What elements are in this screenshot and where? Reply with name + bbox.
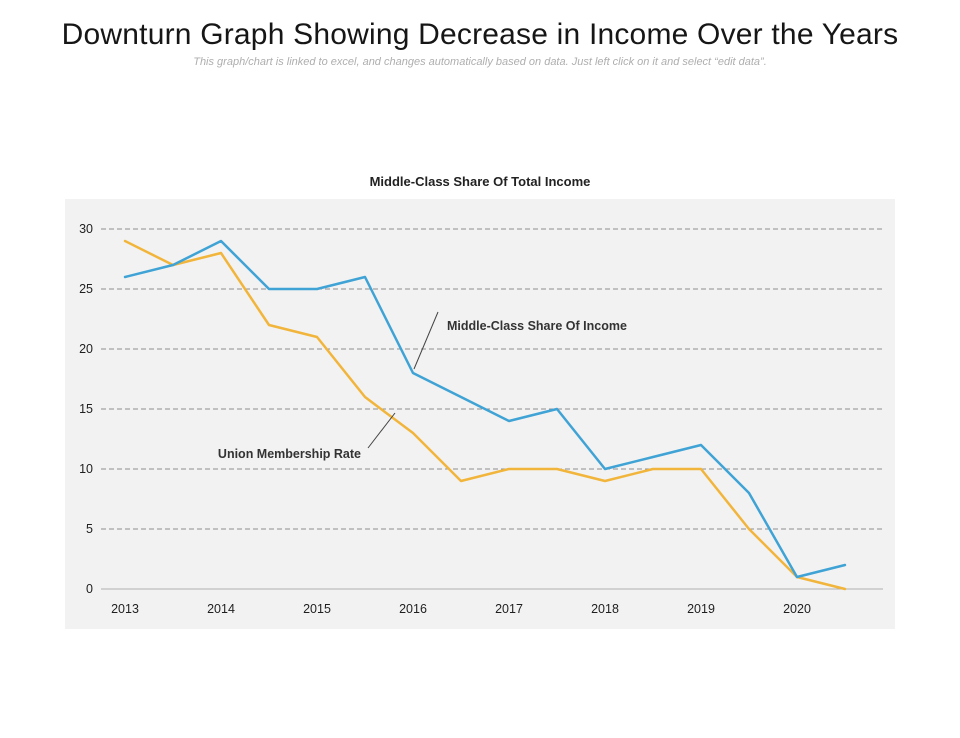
x-axis-tick-label-2014: 2014 <box>207 602 235 616</box>
y-axis-tick-label-10: 10 <box>79 462 93 476</box>
plot-area[interactable]: 0 5 10 15 20 25 30 2013 2014 2015 2016 2017 2018 2019… <box>65 199 895 629</box>
x-axis-tick-label-2017: 2017 <box>495 602 523 616</box>
x-axis-tick-label-2013: 2013 <box>111 602 139 616</box>
y-axis-tick-label-0: 0 <box>86 582 93 596</box>
line-chart-svg: 0 5 10 15 20 25 30 2013 2014 2015 2016 2017 2018 2019… <box>79 222 883 616</box>
x-axis-tick-label-2016: 2016 <box>399 602 427 616</box>
y-axis-tick-label-30: 30 <box>79 222 93 236</box>
series-line-union-membership-rate <box>123 239 847 591</box>
y-axis-tick-label-25: 25 <box>79 282 93 296</box>
annotation-leader-line-0 <box>413 311 439 370</box>
x-axis-tick-label-2019: 2019 <box>687 602 715 616</box>
chart-block: Middle-Class Share Of Total Income 0 5 10 1… <box>65 174 895 629</box>
x-axis-tick-label-2020: 2020 <box>783 602 811 616</box>
y-axis-tick-label-15: 15 <box>79 402 93 416</box>
annotation-label-1: Union Membership Rate <box>218 447 361 461</box>
annotation-leader-line-1 <box>367 412 396 449</box>
y-axis-tick-label-5: 5 <box>86 522 93 536</box>
y-axis-tick-label-20: 20 <box>79 342 93 356</box>
annotation-label-0: Middle-Class Share Of Income <box>447 319 627 333</box>
x-axis-tick-label-2015: 2015 <box>303 602 331 616</box>
x-axis-tick-label-2018: 2018 <box>591 602 619 616</box>
chart-title: Middle-Class Share Of Total Income <box>369 174 591 189</box>
page-title: Downturn Graph Showing Decrease in Incom… <box>61 18 899 51</box>
page-subtitle: This graph/chart is linked to excel, and… <box>193 56 767 68</box>
series-line-middle-class-share-of-income <box>123 239 847 579</box>
